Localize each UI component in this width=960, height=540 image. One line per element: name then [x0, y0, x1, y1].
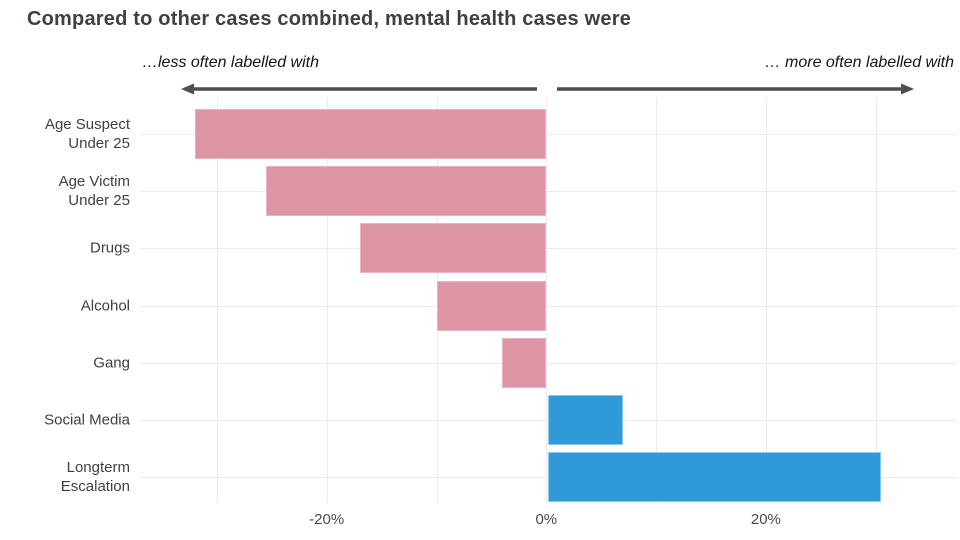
- category-label: Social Media: [44, 411, 130, 429]
- horizontal-gridline: [140, 191, 957, 193]
- category-label: Age Suspect Under 25: [44, 116, 130, 152]
- bar: [266, 166, 547, 217]
- x-tick-label: 20%: [750, 511, 781, 528]
- annotation-less-often: …less often labelled with: [142, 54, 319, 71]
- x-tick-label: 0%: [535, 511, 558, 528]
- category-label: Drugs: [89, 239, 130, 257]
- vertical-gridline: [326, 98, 328, 503]
- bar: [194, 109, 547, 159]
- bar: [359, 223, 547, 274]
- arrow-left-icon: [181, 83, 537, 95]
- horizontal-gridline: [140, 134, 957, 135]
- vertical-gridline: [765, 98, 767, 503]
- bar: [436, 280, 547, 331]
- x-tick-label: -20%: [309, 511, 345, 528]
- vertical-gridline: [216, 98, 218, 503]
- bar: [547, 394, 624, 445]
- annotation-more-often: … more often labelled with: [764, 54, 954, 71]
- horizontal-gridline: [140, 362, 957, 364]
- vertical-gridline: [656, 98, 658, 503]
- vertical-gridline: [875, 98, 877, 503]
- chart-title: Compared to other cases combined, mental…: [27, 8, 632, 30]
- category-label: Gang: [93, 354, 130, 372]
- horizontal-gridline: [140, 305, 957, 307]
- bar: [502, 337, 547, 388]
- category-label: Alcohol: [80, 297, 130, 314]
- bar: [547, 452, 882, 502]
- vertical-gridline: [546, 98, 548, 503]
- category-label: Longterm Escalation: [60, 459, 130, 495]
- arrow-right-icon: [557, 83, 914, 95]
- horizontal-gridline: [140, 248, 957, 250]
- category-label: Age Victim Under 25: [58, 173, 130, 210]
